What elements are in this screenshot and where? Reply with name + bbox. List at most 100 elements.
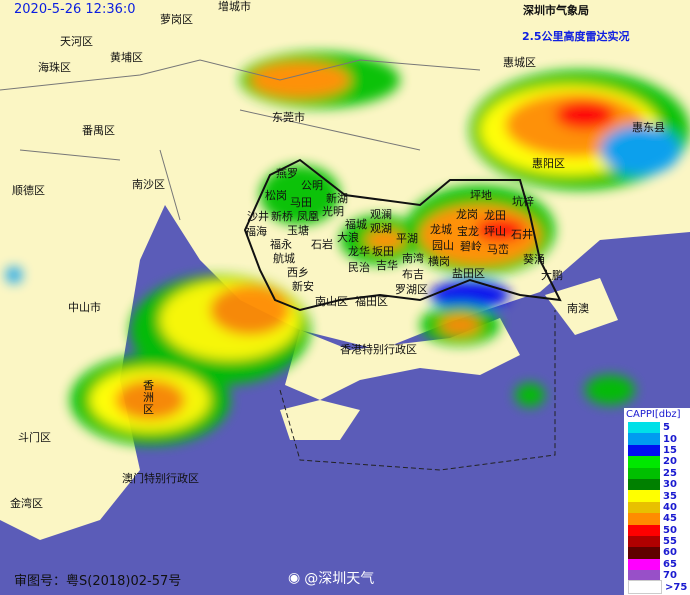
weibo-handle: @深圳天气: [304, 571, 375, 587]
label-tianhe: 天河区: [60, 35, 93, 48]
legend-value: 25: [663, 467, 677, 479]
legend-value: 65: [663, 558, 677, 570]
sz-label: 航城: [273, 252, 295, 265]
legend-value: 10: [663, 433, 677, 445]
label-nansha: 南沙区: [132, 178, 165, 191]
sz-label: 大浪: [337, 231, 359, 244]
sz-label: 石岩: [311, 238, 333, 251]
legend-value: 40: [663, 501, 677, 513]
legend-value: 45: [663, 513, 677, 525]
legend-swatch: [628, 524, 660, 536]
label-huiyang: 惠阳区: [532, 157, 565, 170]
legend-item: 55: [624, 535, 690, 548]
legend-swatch: [628, 535, 660, 548]
sz-label: 罗湖区: [395, 283, 428, 296]
label-huidong: 惠东县: [632, 121, 665, 134]
sz-label: 民治: [348, 261, 370, 274]
label-haizhu: 海珠区: [38, 61, 71, 74]
label-zhongshan: 中山市: [68, 301, 101, 314]
legend-item: >75: [624, 580, 690, 594]
hk-boundary: [279, 310, 556, 471]
weibo-icon: ◉: [288, 570, 301, 586]
sz-label: 坪山: [484, 225, 506, 238]
label-shunde: 顺德区: [12, 184, 45, 197]
legend-title: CAPPI[dbz]: [626, 409, 681, 420]
sz-label: 布吉: [402, 268, 424, 281]
sz-label: 大鹏: [541, 269, 563, 282]
organization: 深圳市气象局: [523, 4, 589, 17]
sz-label: 龙田: [484, 209, 506, 222]
sz-label: 新湖: [326, 192, 348, 205]
weibo-watermark: ◉ @深圳天气: [288, 568, 374, 588]
label-nanao: 南澳: [567, 302, 589, 315]
legend-swatch: [628, 422, 660, 434]
legend-swatch: [628, 444, 660, 457]
sz-label: 石井: [511, 228, 533, 241]
legend-value: 30: [663, 479, 677, 491]
legend-item: 10: [624, 433, 690, 445]
nanao-land: [545, 278, 618, 335]
map-approval-number: 审图号：粤S(2018)02-57号: [14, 574, 182, 589]
legend-swatch: [628, 456, 660, 468]
sz-label: 松岗: [265, 189, 287, 202]
legend-swatch: [628, 570, 660, 582]
sz-label: 横岗: [428, 255, 450, 268]
sz-label: 葵涌: [523, 253, 545, 266]
legend-value: >75: [665, 581, 688, 593]
legend-swatch: [628, 558, 660, 571]
legend-item: 35: [624, 490, 690, 502]
legend-swatch: [628, 580, 662, 594]
legend-swatch: [628, 490, 660, 502]
product-title: 2.5公里高度雷达实况: [522, 30, 630, 43]
legend-item: 60: [624, 547, 690, 559]
sz-label: 福永: [270, 238, 292, 251]
legend-swatch: [628, 433, 660, 445]
legend-item: 20: [624, 456, 690, 468]
sz-label: 马峦: [487, 243, 509, 256]
legend-item: 30: [624, 478, 690, 491]
legend-value: 70: [663, 570, 677, 582]
sz-label: 福田区: [355, 295, 388, 308]
legend-value: 60: [663, 547, 677, 559]
sz-label: 光明: [322, 205, 344, 218]
label-panyu: 番禺区: [82, 124, 115, 137]
legend-item: 50: [624, 524, 690, 536]
hk-island: [280, 400, 360, 440]
legend-swatch: [628, 478, 660, 491]
legend: CAPPI[dbz] 5 10 15 20 25 30 35 40 45 50 55 60 65 70 >7…: [624, 408, 690, 595]
sz-label: 观澜: [370, 208, 392, 221]
legend-swatch: [628, 547, 660, 559]
sz-label: 龙城: [430, 223, 452, 236]
sz-label: 南湾: [402, 252, 424, 265]
legend-item: 70: [624, 570, 690, 582]
district-lines: [0, 59, 481, 221]
sz-label: 沙井: [247, 210, 269, 223]
label-macau: 澳门特别行政区: [122, 472, 199, 485]
sz-label: 坂田: [372, 245, 394, 258]
sz-label: 龙华: [348, 245, 370, 258]
legend-value: 15: [663, 444, 677, 456]
label-doumen: 斗门区: [18, 431, 51, 444]
sz-label: 福城: [345, 218, 367, 231]
sz-label: 坪地: [470, 189, 492, 202]
radar-echoes: [6, 52, 690, 445]
legend-item: 65: [624, 558, 690, 571]
legend-item: 5: [624, 422, 690, 434]
sz-label: 盐田区: [452, 267, 485, 280]
sz-label: 坑梓: [512, 195, 534, 208]
legend-value: 50: [663, 524, 677, 536]
legend-value: 20: [663, 456, 677, 468]
sz-label: 园山: [432, 239, 454, 252]
sz-label: 公明: [301, 179, 323, 192]
legend-swatch: [628, 467, 660, 479]
sz-label: 南山区: [315, 295, 348, 308]
label-luogang: 萝岗区: [160, 13, 193, 26]
sz-label: 新安: [292, 280, 314, 293]
sz-label: 宝龙: [457, 225, 479, 238]
sz-label: 西乡: [287, 266, 309, 279]
sz-label: 平湖: [396, 232, 418, 245]
legend-swatch: [628, 501, 660, 514]
legend-value: 35: [663, 490, 677, 502]
label-zengcheng: 增城市: [218, 0, 251, 13]
